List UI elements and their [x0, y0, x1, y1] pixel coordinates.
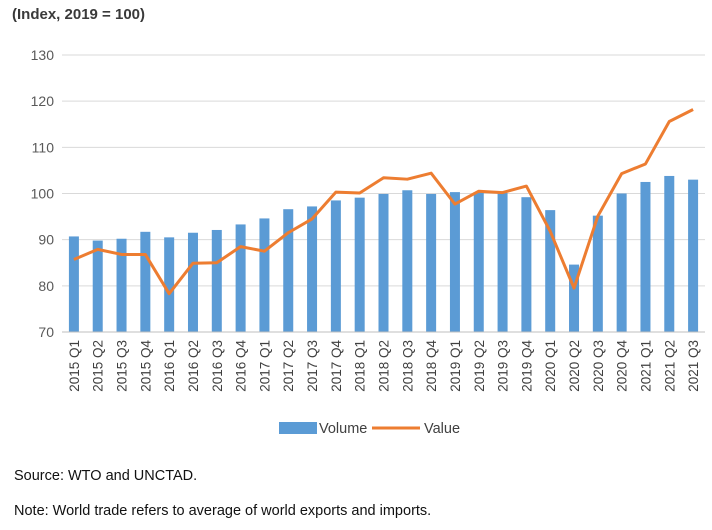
x-tick-label: 2020 Q4 — [615, 340, 630, 392]
volume-bar — [164, 237, 175, 332]
volume-bar — [187, 232, 198, 332]
legend-value-label: Value — [424, 421, 460, 437]
volume-bar — [68, 236, 79, 332]
x-tick-label: 2015 Q4 — [138, 340, 153, 392]
x-tick-label: 2016 Q2 — [186, 340, 201, 392]
x-tick-label: 2020 Q3 — [591, 340, 606, 392]
volume-bar — [307, 206, 318, 332]
x-tick-label: 2019 Q3 — [496, 340, 511, 392]
y-tick-label: 130 — [31, 47, 55, 63]
volume-bar — [235, 224, 246, 332]
volume-bar — [378, 193, 389, 332]
volume-bar — [426, 193, 437, 332]
y-tick-label: 120 — [31, 93, 55, 109]
x-tick-label: 2018 Q3 — [400, 340, 415, 392]
volume-bar — [354, 197, 365, 332]
note-text: Note: World trade refers to average of w… — [14, 503, 432, 519]
y-tick-label: 110 — [32, 139, 55, 155]
source-text: Source: WTO and UNCTAD. — [14, 468, 198, 484]
volume-bar — [283, 209, 294, 332]
x-tick-label: 2021 Q2 — [662, 340, 677, 392]
volume-bar — [211, 229, 222, 332]
volume-bar — [592, 215, 603, 332]
volume-bar — [497, 193, 508, 332]
volume-bar — [92, 240, 103, 332]
legend-volume-swatch — [279, 422, 317, 434]
x-tick-label: 2021 Q3 — [686, 340, 701, 392]
volume-bar — [330, 200, 341, 332]
x-tick-label: 2020 Q1 — [543, 340, 558, 392]
x-tick-label: 2018 Q2 — [377, 340, 392, 392]
x-tick-label: 2021 Q1 — [638, 340, 653, 392]
x-tick-label: 2019 Q1 — [448, 340, 463, 392]
volume-bar — [664, 175, 675, 332]
volume-bars — [68, 175, 699, 332]
volume-bar — [545, 210, 556, 332]
x-tick-label: 2017 Q4 — [329, 340, 344, 392]
y-axis: 70 80 90 100 110 120 130 — [31, 47, 55, 340]
x-tick-label: 2015 Q1 — [67, 340, 82, 392]
volume-bar — [473, 192, 484, 332]
volume-bar — [616, 193, 627, 332]
trade-chart: 70 80 90 100 110 120 130 2015 Q1 2015 Q2 2015 Q3… — [31, 47, 705, 437]
volume-bar — [688, 179, 699, 332]
y-tick-label: 90 — [38, 232, 54, 248]
volume-bar — [521, 197, 532, 332]
x-tick-label: 2017 Q3 — [305, 340, 320, 392]
y-tick-label: 70 — [38, 324, 54, 340]
volume-bar — [116, 238, 127, 332]
x-tick-label: 2018 Q4 — [424, 340, 439, 392]
x-tick-label: 2018 Q1 — [353, 340, 368, 392]
y-tick-label: 100 — [31, 186, 55, 202]
chart-subtitle: (Index, 2019 = 100) — [12, 6, 145, 23]
legend: Volume Value — [279, 421, 460, 437]
x-tick-label: 2015 Q2 — [91, 340, 106, 392]
x-tick-label: 2016 Q1 — [162, 340, 177, 392]
legend-volume-label: Volume — [319, 421, 367, 437]
x-tick-label: 2016 Q3 — [210, 340, 225, 392]
x-tick-label: 2020 Q2 — [567, 340, 582, 392]
volume-bar — [449, 192, 460, 332]
volume-bar — [259, 218, 270, 332]
x-tick-label: 2019 Q4 — [519, 340, 534, 392]
x-tick-label: 2017 Q2 — [281, 340, 296, 392]
x-tick-label: 2017 Q1 — [257, 340, 272, 392]
x-axis: 2015 Q1 2015 Q2 2015 Q3 2015 Q4 2016 Q1 2016 … — [62, 331, 705, 392]
y-tick-label: 80 — [38, 278, 54, 294]
x-tick-label: 2016 Q4 — [234, 340, 249, 392]
volume-bar — [569, 264, 580, 332]
x-tick-label: 2019 Q2 — [472, 340, 487, 392]
volume-bar — [640, 181, 651, 332]
value-line — [73, 108, 694, 296]
volume-bar — [402, 190, 413, 332]
x-tick-label: 2015 Q3 — [115, 340, 130, 392]
volume-bar — [140, 231, 151, 332]
